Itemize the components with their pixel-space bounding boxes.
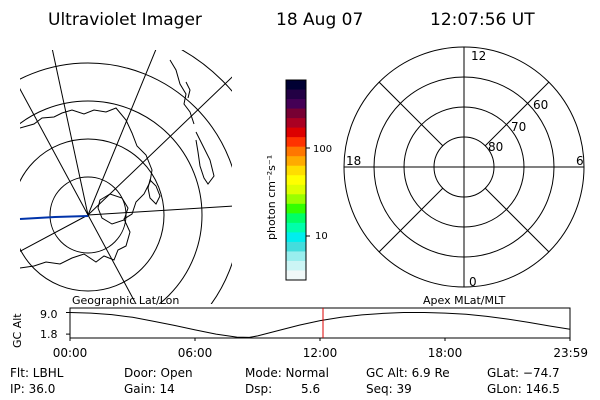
intensity-colorbar [285, 79, 307, 281]
colorbar-swatch [286, 232, 306, 243]
colorbar-swatch [286, 165, 306, 176]
meridian-line [20, 87, 89, 216]
x-tick-label: 00:00 [53, 346, 88, 360]
glon-readout: GLon: 146.5 [487, 382, 560, 396]
altitude-tick-low: 1.8 [40, 328, 58, 341]
polar-diagonal [484, 187, 550, 253]
altitude-x-tick-labels: 00:00 06:00 12:00 18:00 23:59 [53, 338, 588, 360]
geographic-map [19, 50, 232, 304]
colorbar-label: photon cm⁻²s⁻¹ [265, 155, 278, 240]
altitude-tick-marks [66, 312, 70, 335]
colorbar-swatch [286, 137, 306, 148]
altitude-axis-label: GC Alt [11, 313, 24, 348]
meridian-line [87, 214, 137, 304]
polar-plot [343, 46, 585, 288]
date-label: 18 Aug 07 [276, 10, 363, 30]
colorbar-swatch [286, 222, 306, 233]
polar-diagonal [484, 81, 550, 147]
colorbar-swatch [286, 175, 306, 186]
gain-readout: Gain: 14 [124, 382, 175, 396]
apex-label: Apex MLat/MLT [423, 294, 506, 307]
coastline [185, 81, 191, 99]
altitude-series-line [69, 312, 571, 338]
colorbar-swatch [286, 89, 306, 100]
meridian-line [20, 214, 89, 252]
coastline [195, 131, 215, 185]
latitude-circle [20, 138, 165, 292]
status-panel: Flt: LBHL IP: 36.0 Door: Open Gain: 14 M… [0, 362, 600, 400]
colorbar-tick-10: 10 [315, 231, 328, 242]
geographic-label: Geographic Lat/Lon [72, 294, 179, 307]
display-canvas: Ultraviolet Imager 18 Aug 07 12:07:56 UT [11, 10, 588, 360]
polar-diagonal [378, 187, 444, 253]
gc-alt-readout: GC Alt: 6.9 Re [366, 366, 450, 380]
coastline [20, 107, 153, 269]
mode-readout: Mode: Normal [245, 366, 329, 380]
colorbar-swatch [286, 241, 306, 252]
colorbar-swatch [286, 108, 306, 119]
meridian-line [87, 76, 232, 216]
polar-diagonal [378, 81, 444, 147]
polar-ring-label-80: 80 [488, 140, 503, 154]
colorbar-swatch [286, 184, 306, 195]
coastline [147, 179, 161, 205]
x-tick-label: 23:59 [553, 346, 588, 360]
colorbar-swatch [286, 80, 306, 91]
colorbar-tick-100: 100 [313, 144, 332, 155]
coastline [169, 59, 195, 125]
colorbar-swatch [286, 127, 306, 138]
filter-readout: Flt: LBHL [10, 366, 64, 380]
colorbar-swatch [286, 156, 306, 167]
latitude-circle [20, 62, 232, 304]
meridian-line [87, 50, 157, 216]
colorbar-frame [285, 79, 307, 281]
polar-label-midnight: 0 [469, 275, 477, 289]
coastline [97, 193, 129, 225]
polar-ring-label-70: 70 [511, 120, 526, 134]
glat-readout: GLat: −74.7 [487, 366, 560, 380]
time-label: 12:07:56 UT [430, 10, 535, 30]
meridian-line [87, 205, 232, 216]
polar-label-dawn: 6 [576, 154, 584, 168]
polar-ring-label-60: 60 [533, 98, 548, 112]
colorbar-swatch [286, 99, 306, 110]
satellite-meridian [19, 215, 89, 220]
dsp-value: 5.6 [301, 382, 321, 396]
altitude-plot-frame [69, 307, 571, 339]
meridian-line [51, 50, 89, 216]
dsp-label: Dsp: [245, 382, 273, 396]
colorbar-swatch [286, 203, 306, 214]
door-readout: Door: Open [124, 366, 193, 380]
colorbar-swatch [286, 146, 306, 157]
polar-label-dusk: 18 [346, 154, 361, 168]
colorbar-swatch [286, 194, 306, 205]
colorbar-swatch [286, 118, 306, 129]
altitude-tick-high: 9.0 [40, 308, 58, 321]
ip-readout: IP: 36.0 [10, 382, 56, 396]
colorbar-swatch [286, 213, 306, 224]
latitude-circle [20, 100, 203, 304]
colorbar-swatch [286, 251, 306, 262]
page-title: Ultraviolet Imager [48, 10, 202, 30]
polar-label-noon: 12 [471, 49, 486, 63]
colorbar-swatch [286, 260, 306, 271]
x-tick-label: 18:00 [428, 346, 463, 360]
colorbar-swatch [286, 270, 306, 281]
x-tick-label: 06:00 [178, 346, 213, 360]
x-tick-label: 12:00 [303, 346, 338, 360]
seq-readout: Seq: 39 [366, 382, 412, 396]
